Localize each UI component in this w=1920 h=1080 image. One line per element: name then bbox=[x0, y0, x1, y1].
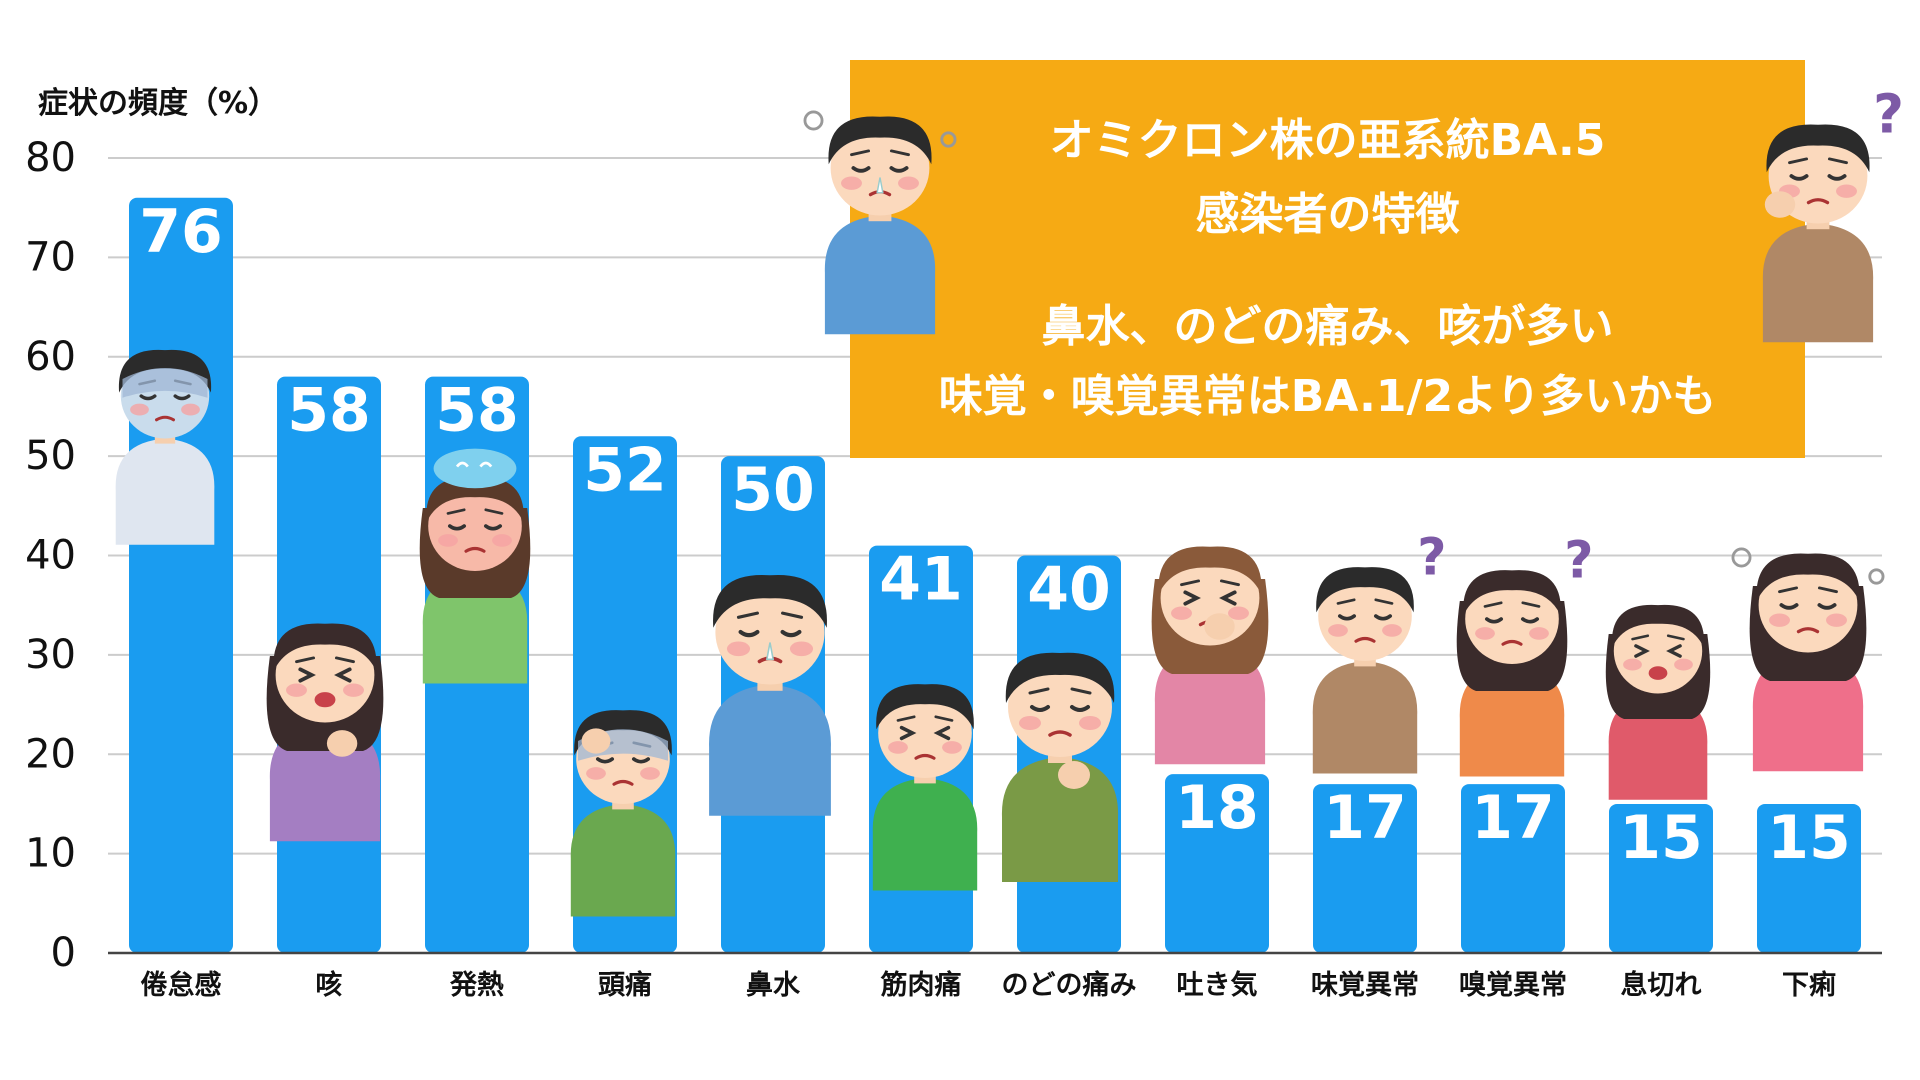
headache-man-illustration bbox=[570, 710, 676, 917]
coughing-woman-illustration bbox=[266, 623, 384, 842]
x-tick-label: 息切れ bbox=[1621, 969, 1702, 1001]
nauseous-woman-illustration bbox=[1151, 546, 1269, 765]
bar-value-label: 18 bbox=[1175, 773, 1259, 843]
bar bbox=[1165, 774, 1269, 953]
fatigued-person-illustration bbox=[115, 349, 215, 545]
info-title-line1: オミクロン株の亜系統BA.5 bbox=[1049, 115, 1606, 166]
x-tick-label: 筋肉痛 bbox=[881, 969, 962, 1001]
y-tick-label: 60 bbox=[25, 334, 76, 380]
bar-value-label: 17 bbox=[1323, 783, 1407, 853]
x-tick-label: 咳 bbox=[316, 969, 343, 1001]
x-tick-label: 倦怠感 bbox=[141, 969, 222, 1001]
runny-nose-man-illustration bbox=[709, 575, 831, 816]
bar-value-label: 58 bbox=[287, 376, 371, 446]
x-tick-label: 吐き気 bbox=[1177, 969, 1258, 1001]
taste-disorder-man-illustration: ? bbox=[1312, 528, 1446, 774]
x-tick-label: 下痢 bbox=[1782, 969, 1836, 1001]
info-point-line1: 鼻水、のどの痛み、咳が多い bbox=[1041, 301, 1614, 352]
x-tick-label: のどの痛み bbox=[1002, 969, 1137, 1001]
bar-value-label: 17 bbox=[1471, 783, 1555, 853]
bar-value-label: 50 bbox=[731, 455, 815, 525]
x-tick-label: 味覚異常 bbox=[1311, 970, 1419, 1001]
sore-throat-man-illustration bbox=[1001, 652, 1119, 882]
bar bbox=[1757, 803, 1861, 953]
bar-value-label: 40 bbox=[1027, 555, 1111, 625]
x-tick-label: 嗅覚異常 bbox=[1459, 970, 1567, 1001]
y-tick-label: 10 bbox=[25, 831, 76, 877]
y-axis-label: 症状の頻度（%） bbox=[38, 86, 279, 121]
fever-woman-illustration bbox=[419, 448, 531, 684]
y-tick-label: 70 bbox=[25, 234, 76, 280]
info-point-line2: 味覚・嗅覚異常はBA.1/2より多いかも bbox=[938, 371, 1717, 422]
bar-value-label: 58 bbox=[435, 376, 519, 446]
x-tick-label: 頭痛 bbox=[598, 969, 652, 1001]
y-tick-label: 50 bbox=[25, 433, 76, 479]
breathless-woman-illustration bbox=[1605, 604, 1711, 800]
smell-disorder-woman-illustration: ? bbox=[1456, 531, 1593, 777]
diarrhea-woman-illustration bbox=[1731, 547, 1885, 772]
x-tick-label: 鼻水 bbox=[746, 970, 801, 1001]
y-tick-label: 80 bbox=[25, 135, 76, 181]
y-tick-label: 30 bbox=[25, 632, 76, 678]
bar-value-label: 76 bbox=[139, 197, 223, 267]
bar bbox=[129, 197, 233, 953]
info-box: オミクロン株の亜系統BA.5 感染者の特徴 鼻水、のどの痛み、咳が多い 味覚・嗅… bbox=[850, 60, 1805, 458]
bar bbox=[1461, 784, 1565, 953]
y-tick-label: 20 bbox=[25, 731, 76, 777]
svg-text:?: ? bbox=[1564, 531, 1593, 590]
svg-text:?: ? bbox=[1417, 528, 1446, 587]
bar-value-label: 15 bbox=[1619, 803, 1703, 873]
y-tick-label: 0 bbox=[51, 930, 76, 976]
bar-value-label: 41 bbox=[879, 545, 963, 615]
bar bbox=[1609, 803, 1713, 953]
muscle-pain-man-illustration bbox=[872, 684, 978, 891]
bar-value-label: 52 bbox=[583, 435, 667, 505]
x-tick-label: 発熱 bbox=[449, 970, 504, 1001]
y-tick-label: 40 bbox=[25, 533, 76, 579]
info-title-line2: 感染者の特徴 bbox=[1195, 189, 1460, 240]
bar-value-label: 15 bbox=[1767, 803, 1851, 873]
bar bbox=[1313, 784, 1417, 953]
